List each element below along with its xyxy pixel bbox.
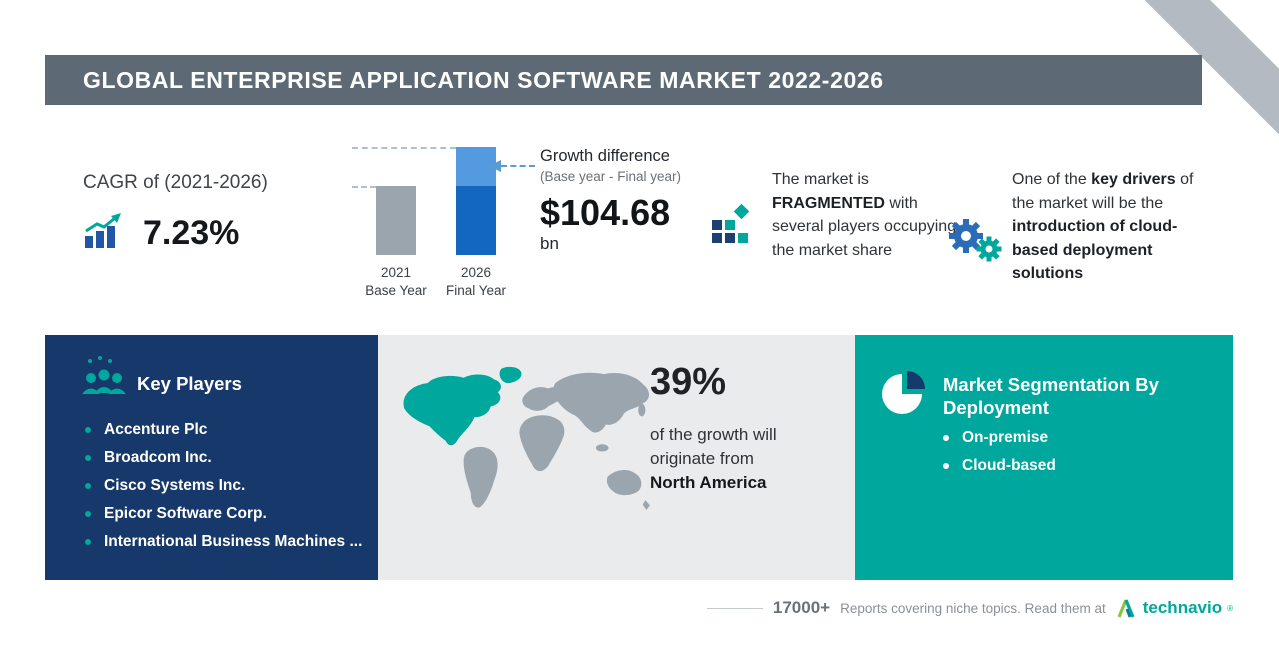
bar-label-2026: 2026 Final Year [432, 264, 520, 300]
technavio-logo[interactable]: technavio ® [1116, 598, 1233, 618]
growth-arrow-line [501, 165, 535, 167]
regional-growth-panel: 39% of the growth will originate from No… [378, 335, 855, 580]
fragmented-bold: FRAGMENTED [772, 194, 885, 212]
drivers-bold-1: key drivers [1091, 171, 1176, 188]
list-item: Broadcom Inc. [85, 449, 362, 467]
segmentation-list: On-premise Cloud-based [943, 429, 1056, 485]
footer-divider [706, 607, 763, 609]
cagr-block: CAGR of (2021-2026) 7.23% [83, 172, 313, 250]
key-player-name: Cisco Systems Inc. [104, 477, 246, 494]
growth-share-text-1: of the growth will originate from [650, 425, 777, 468]
segmentation-title: Market Segmentation By Deployment [943, 374, 1159, 418]
drivers-text-1: One of the [1012, 171, 1092, 188]
header-bar: GLOBAL ENTERPRISE APPLICATION SOFTWARE M… [45, 55, 1202, 105]
fragmented-text-1: The market is [772, 171, 869, 188]
bar-sublabel: Base Year [365, 283, 427, 298]
segmentation-panel: Market Segmentation By Deployment On-pre… [855, 335, 1233, 580]
dashed-final-level-line [352, 147, 456, 149]
key-player-name: International Business Machines ... [104, 533, 363, 550]
growth-arrow-icon [489, 160, 501, 172]
fragmented-text-2: with several players occupying the marke… [772, 194, 957, 259]
drivers-text-2: of the market will be the [1012, 171, 1194, 212]
cagr-label: CAGR of (2021-2026) [83, 172, 268, 193]
dashed-base-level-line [352, 186, 376, 188]
list-item: Accenture Plc [85, 421, 362, 439]
bullet-icon [85, 511, 91, 517]
list-item: On-premise [943, 429, 1056, 447]
growth-difference-value: $104.68 [540, 192, 671, 233]
footer: 17000+ Reports covering niche topics. Re… [680, 592, 1233, 624]
registered-mark: ® [1227, 603, 1233, 613]
pie-chart-icon [882, 371, 925, 414]
region-asia [553, 372, 649, 433]
segment-name: On-premise [962, 429, 1049, 446]
region-north-america [403, 374, 501, 446]
growth-difference-subtitle: (Base year - Final year) [540, 169, 682, 184]
gears-icon [949, 219, 1002, 262]
region-new-zealand [642, 500, 650, 510]
bullet-icon [85, 539, 91, 545]
key-player-name: Accenture Plc [104, 421, 208, 438]
region-south-america [463, 446, 498, 508]
bullet-icon [943, 463, 949, 469]
reports-count: 17000+ [772, 598, 831, 617]
bar-label-2021: 2021 Base Year [352, 264, 440, 300]
key-player-name: Broadcom Inc. [104, 449, 212, 466]
region-europe [522, 387, 563, 411]
bar-chart-growth-icon [85, 213, 121, 248]
key-drivers-text: One of the key drivers of the market wil… [1012, 168, 1208, 286]
region-africa [519, 415, 565, 472]
world-map [403, 366, 650, 510]
bullet-icon [85, 483, 91, 489]
list-item: Epicor Software Corp. [85, 505, 362, 523]
growth-share-text: of the growth will originate from North … [650, 423, 800, 495]
list-item: Cloud-based [943, 457, 1056, 475]
key-player-name: Epicor Software Corp. [104, 505, 267, 522]
growth-difference-block: Growth difference (Base year - Final yea… [540, 147, 725, 254]
drivers-bold-2: introduction of cloud-based deployment s… [1012, 218, 1178, 282]
segment-name: Cloud-based [962, 457, 1056, 474]
fragmented-text: The market is FRAGMENTED with several pl… [772, 168, 972, 262]
bar-2021 [376, 186, 416, 255]
cagr-value: 7.23% [143, 214, 240, 252]
footer-text: Reports covering niche topics. Read them… [840, 600, 1106, 616]
bullet-icon [943, 435, 949, 441]
growth-difference-unit: bn [540, 233, 559, 253]
bar-year: 2021 [380, 265, 412, 280]
growth-difference-title: Growth difference [540, 147, 670, 165]
key-players-title: Key Players [137, 373, 242, 394]
region-australia [606, 469, 642, 496]
region-japan [638, 403, 646, 417]
list-item: International Business Machines ... [85, 533, 362, 551]
brand-name: technavio [1142, 598, 1223, 617]
list-item: Cisco Systems Inc. [85, 477, 362, 495]
growth-share-percent: 39% [650, 361, 727, 403]
team-icon [82, 356, 126, 394]
bar-sublabel: Final Year [445, 283, 507, 298]
key-players-panel: Key Players Accenture Plc Broadcom Inc. … [45, 335, 378, 580]
bar-year: 2026 [460, 265, 492, 280]
bullet-icon [85, 427, 91, 433]
bullet-icon [85, 455, 91, 461]
growth-share-region: North America [650, 473, 767, 492]
key-players-list: Accenture Plc Broadcom Inc. Cisco System… [85, 421, 362, 561]
region-greenland [499, 366, 522, 384]
page-title: GLOBAL ENTERPRISE APPLICATION SOFTWARE M… [83, 66, 884, 93]
fragmented-squares-icon [712, 203, 750, 243]
logo-mark-icon [1117, 599, 1135, 618]
region-indonesia [595, 444, 609, 452]
